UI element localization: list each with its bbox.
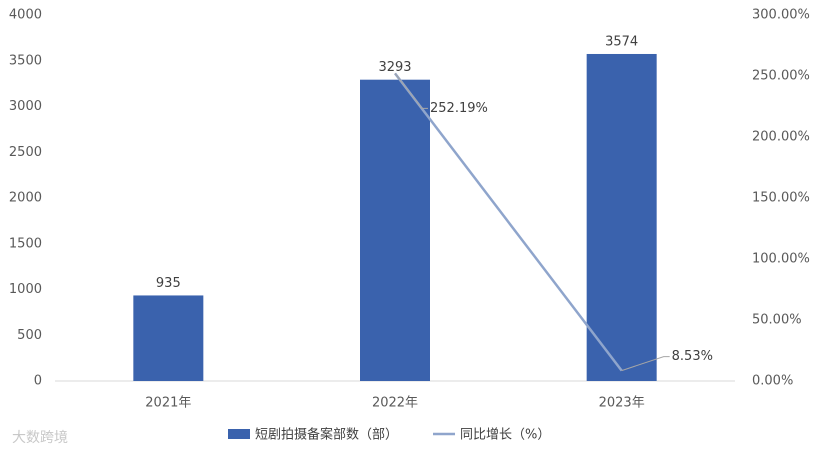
bar-label: 3293 bbox=[378, 60, 411, 75]
bar-label: 935 bbox=[156, 276, 181, 291]
line bbox=[394, 72, 623, 372]
watermark: 大数跨境 bbox=[12, 430, 68, 446]
bar bbox=[360, 79, 430, 382]
bar bbox=[133, 295, 204, 381]
line-label: 8.53% bbox=[672, 349, 713, 364]
y2-tick-label: 250.00% bbox=[752, 69, 810, 84]
y2-tick-label: 300.00% bbox=[752, 8, 810, 23]
y2-tick-label: 100.00% bbox=[752, 252, 810, 267]
bar-label: 3574 bbox=[605, 34, 638, 49]
y-tick-label: 2000 bbox=[9, 191, 42, 206]
y-tick-label: 1000 bbox=[9, 282, 42, 297]
y2-tick-label: 150.00% bbox=[752, 191, 810, 206]
leader-line bbox=[394, 73, 428, 109]
x-tick-label: 2023年 bbox=[599, 396, 645, 411]
x-tick-label: 2022年 bbox=[372, 396, 418, 411]
legend-label: 短剧拍摄备案部数（部） bbox=[255, 427, 398, 443]
y-tick-label: 1500 bbox=[9, 236, 42, 251]
x-tick-label: 2021年 bbox=[145, 396, 191, 411]
y-tick-label: 4000 bbox=[9, 8, 42, 23]
y-tick-label: 3500 bbox=[9, 53, 42, 68]
y-tick-label: 500 bbox=[17, 328, 42, 343]
bar bbox=[586, 53, 657, 381]
line-label: 252.19% bbox=[430, 101, 488, 116]
leader-line bbox=[621, 356, 670, 372]
y-tick-label: 0 bbox=[34, 374, 42, 389]
y-tick-label: 2500 bbox=[9, 145, 42, 160]
y2-tick-label: 50.00% bbox=[752, 313, 802, 328]
y2-tick-label: 0.00% bbox=[752, 374, 793, 389]
legend-label: 同比增长（%） bbox=[460, 428, 550, 443]
y2-tick-label: 200.00% bbox=[752, 130, 810, 145]
legend-swatch bbox=[228, 429, 250, 439]
y-tick-label: 3000 bbox=[9, 99, 42, 114]
